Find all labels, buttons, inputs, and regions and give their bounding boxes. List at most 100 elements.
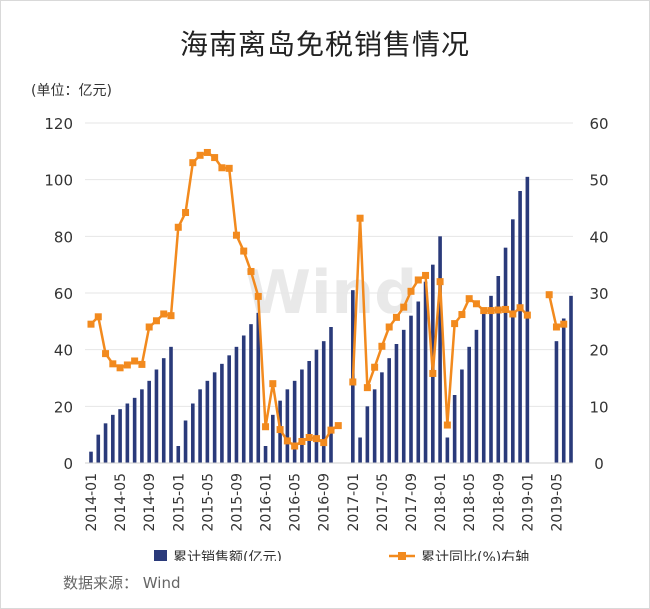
legend-bar-swatch bbox=[154, 550, 167, 561]
bar bbox=[329, 327, 333, 463]
bar bbox=[169, 346, 173, 463]
line-point bbox=[87, 320, 95, 328]
line-point bbox=[458, 311, 466, 319]
bar bbox=[569, 295, 573, 463]
line-point bbox=[232, 231, 240, 239]
y-left-tick-label: 0 bbox=[63, 455, 73, 473]
x-tick-label: 2016-01 bbox=[259, 473, 275, 532]
line-point bbox=[247, 267, 255, 275]
line-point bbox=[334, 422, 342, 430]
line-point bbox=[502, 305, 510, 313]
line-point bbox=[152, 317, 160, 325]
line-point bbox=[472, 300, 480, 308]
bar bbox=[372, 389, 377, 463]
x-tick-label: 2017-01 bbox=[346, 473, 362, 532]
line-point bbox=[552, 323, 560, 331]
bar bbox=[205, 380, 210, 463]
line-point bbox=[312, 435, 320, 443]
bar bbox=[271, 414, 275, 463]
chart-title: 海南离岛免税销售情况 bbox=[179, 28, 470, 61]
bar bbox=[394, 344, 399, 463]
bar bbox=[481, 312, 486, 463]
line-point bbox=[378, 342, 386, 350]
y-left-tick-label: 120 bbox=[44, 115, 73, 133]
line-point bbox=[291, 442, 299, 450]
line-point bbox=[138, 360, 146, 368]
bar bbox=[263, 446, 268, 463]
y-right-tick-label: 60 bbox=[589, 115, 608, 133]
x-tick-label: 2018-01 bbox=[433, 473, 449, 532]
bar bbox=[409, 315, 413, 463]
bar bbox=[503, 247, 508, 463]
bar bbox=[285, 389, 290, 463]
legend-line-label: 累计同比(%)右轴 bbox=[421, 550, 529, 561]
bar bbox=[416, 301, 421, 463]
line-point bbox=[102, 350, 110, 358]
line-point bbox=[211, 154, 219, 162]
line-point bbox=[189, 159, 197, 167]
x-tick-label: 2018-05 bbox=[462, 473, 478, 532]
line-point bbox=[356, 214, 364, 222]
bar bbox=[314, 349, 319, 463]
line-point bbox=[160, 310, 168, 318]
bar bbox=[176, 446, 181, 463]
bar bbox=[423, 281, 428, 463]
line-point bbox=[545, 291, 553, 299]
bar bbox=[147, 380, 151, 463]
line-point bbox=[443, 421, 451, 429]
line-point bbox=[109, 360, 117, 368]
bar bbox=[452, 395, 457, 463]
bar bbox=[198, 389, 202, 463]
bar bbox=[518, 191, 522, 463]
bar bbox=[525, 176, 530, 464]
bar bbox=[140, 389, 144, 463]
bar bbox=[358, 437, 362, 463]
legend-bar-label: 累计销售额(亿元) bbox=[173, 550, 282, 561]
line-point bbox=[94, 313, 102, 321]
line-point bbox=[145, 323, 153, 331]
line-point bbox=[523, 311, 531, 319]
bar bbox=[401, 329, 406, 463]
bar bbox=[118, 409, 122, 463]
bar bbox=[161, 358, 166, 463]
bar bbox=[227, 355, 231, 463]
line-point bbox=[298, 437, 306, 445]
line-point bbox=[363, 384, 371, 392]
bar bbox=[496, 276, 501, 463]
y-right-tick-label: 10 bbox=[589, 398, 608, 416]
line-point bbox=[262, 423, 270, 431]
x-tick-label: 2016-05 bbox=[288, 473, 304, 532]
line-point bbox=[509, 310, 517, 318]
y-left-tick-label: 40 bbox=[54, 342, 73, 360]
line-point bbox=[305, 434, 313, 441]
line-point bbox=[182, 209, 190, 217]
data-source: 数据来源： Wind bbox=[63, 574, 181, 592]
x-tick-label: 2016-09 bbox=[317, 473, 333, 532]
line-point bbox=[429, 369, 437, 377]
bar bbox=[561, 318, 566, 463]
x-tick-label: 2017-05 bbox=[375, 473, 391, 532]
line-point bbox=[400, 303, 408, 311]
bar bbox=[292, 380, 297, 463]
y-left-tick-label: 60 bbox=[54, 285, 73, 303]
line-point bbox=[167, 312, 175, 320]
y-left-tick-label: 80 bbox=[54, 228, 73, 246]
line-point bbox=[269, 380, 277, 388]
chart-plot: Wind 02040608010012001020304050602014-01… bbox=[44, 115, 609, 561]
bar bbox=[387, 358, 391, 463]
line-point bbox=[414, 276, 422, 284]
line-point bbox=[487, 307, 495, 315]
x-tick-label: 2014-05 bbox=[113, 473, 129, 532]
line-point bbox=[349, 378, 357, 386]
line-point bbox=[320, 439, 328, 447]
y-right-tick-label: 0 bbox=[594, 455, 604, 473]
line-point bbox=[116, 364, 124, 372]
line-point bbox=[480, 307, 488, 315]
line-point bbox=[276, 426, 284, 434]
bar bbox=[183, 420, 188, 463]
x-tick-label: 2014-09 bbox=[142, 473, 158, 532]
y-left-tick-label: 20 bbox=[54, 398, 73, 416]
y-right-tick-label: 50 bbox=[589, 172, 608, 190]
line-point bbox=[283, 437, 291, 445]
